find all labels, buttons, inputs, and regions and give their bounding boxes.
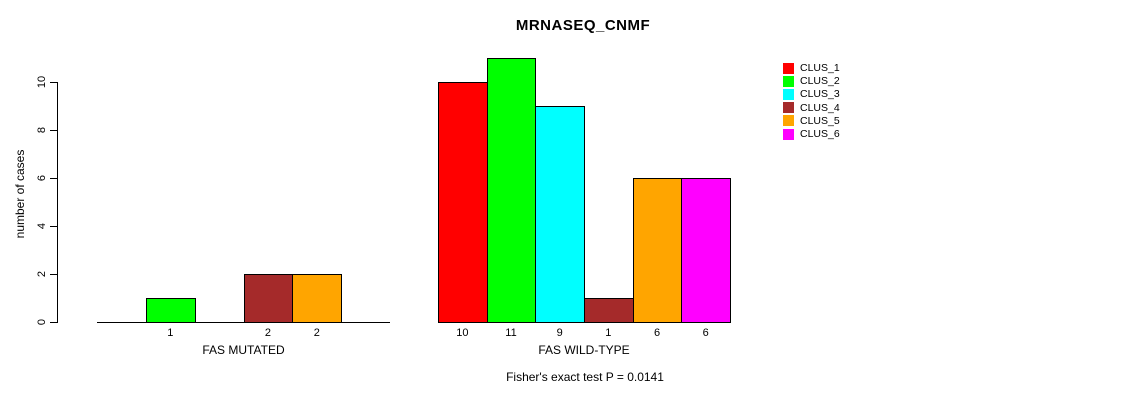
bar-value-label: 1 xyxy=(605,327,612,339)
y-tick-label: 4 xyxy=(36,222,48,230)
bar-value-label: 1 xyxy=(167,327,174,339)
legend-label: CLUS_3 xyxy=(800,88,840,101)
legend-label: CLUS_4 xyxy=(800,101,840,114)
bar-value-label: 9 xyxy=(556,327,563,339)
legend-item: CLUS_6 xyxy=(783,128,840,140)
y-tick-mark xyxy=(50,226,57,227)
y-tick-mark xyxy=(50,178,57,179)
legend-item: CLUS_5 xyxy=(783,115,840,127)
y-tick-label: 8 xyxy=(36,126,48,134)
bar-value-label: 2 xyxy=(264,327,271,339)
y-tick-label: 2 xyxy=(36,270,48,278)
y-tick-label: 0 xyxy=(36,318,48,326)
legend-swatch-CLUS_2 xyxy=(783,75,794,87)
legend-label: CLUS_1 xyxy=(800,62,840,74)
bar-CLUS_1 xyxy=(438,82,488,323)
legend-swatch-CLUS_4 xyxy=(783,102,794,114)
y-axis-line xyxy=(57,82,58,323)
legend-item: CLUS_3 xyxy=(783,88,840,100)
legend-item: CLUS_2 xyxy=(783,75,840,87)
legend-swatch-CLUS_6 xyxy=(783,128,794,140)
group-label: FAS WILD-TYPE xyxy=(538,343,630,357)
legend-swatch-CLUS_5 xyxy=(783,115,794,127)
bar-CLUS_3 xyxy=(535,106,585,323)
bar-value-label: 2 xyxy=(313,327,320,339)
bar-CLUS_4 xyxy=(584,298,634,323)
legend-swatch-CLUS_3 xyxy=(783,88,794,100)
legend-label: CLUS_5 xyxy=(800,114,840,127)
y-axis-label: number of cases xyxy=(13,149,27,239)
bar-CLUS_5 xyxy=(632,178,683,323)
bar-CLUS_4 xyxy=(243,274,294,323)
legend-item: CLUS_1 xyxy=(783,62,840,74)
y-tick-mark xyxy=(50,82,57,83)
bar-CLUS_2 xyxy=(145,298,196,323)
group-label: FAS MUTATED xyxy=(202,343,285,357)
y-tick-mark xyxy=(50,322,57,323)
bar-CLUS_5 xyxy=(292,274,343,323)
legend-swatch-CLUS_1 xyxy=(783,62,794,74)
fisher-test-annotation: Fisher's exact test P = 0.0141 xyxy=(506,370,664,384)
bar-value-label: 6 xyxy=(653,327,661,339)
bar-value-label: 11 xyxy=(505,327,517,339)
legend-item: CLUS_4 xyxy=(783,102,840,114)
bar-CLUS_6 xyxy=(681,178,731,323)
y-tick-label: 6 xyxy=(36,174,48,182)
y-tick-mark xyxy=(50,130,57,131)
y-tick-label: 10 xyxy=(36,75,48,89)
bar-value-label: 10 xyxy=(456,327,469,339)
y-tick-mark xyxy=(50,274,57,275)
bar-CLUS_2 xyxy=(486,58,537,323)
bar-value-label: 6 xyxy=(702,327,709,339)
legend-label: CLUS_6 xyxy=(800,128,840,140)
legend-label: CLUS_2 xyxy=(800,75,840,88)
chart-title: MRNASEQ_CNMF xyxy=(515,17,651,34)
